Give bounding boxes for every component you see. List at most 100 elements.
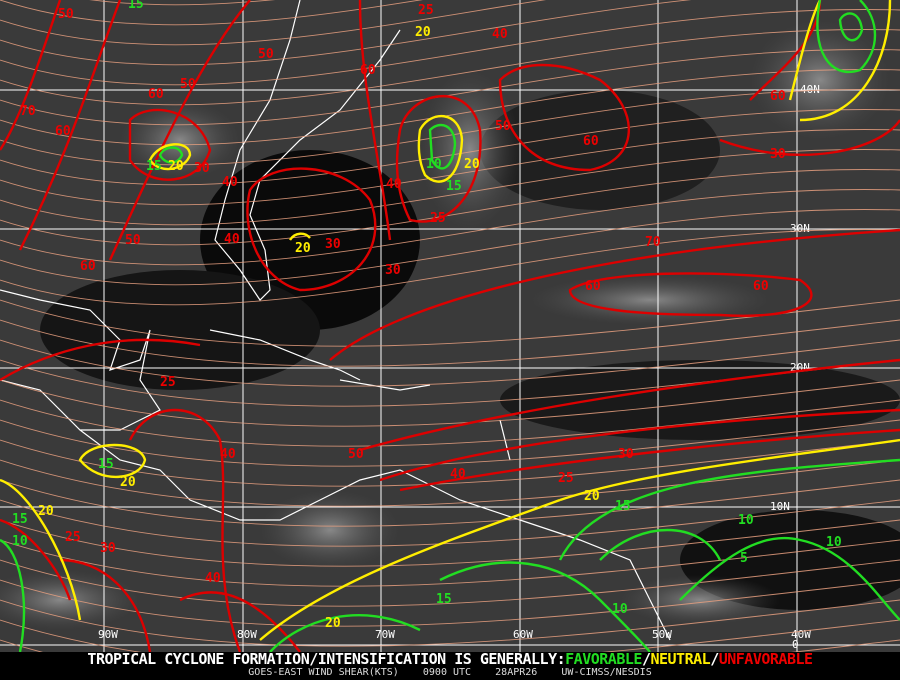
contour-label: 10	[426, 157, 442, 172]
streamline	[0, 579, 900, 627]
streamline	[0, 229, 900, 306]
legend-separator: /	[710, 650, 719, 668]
favorable-contours	[0, 0, 900, 652]
streamline	[0, 129, 900, 206]
streamline	[0, 299, 900, 347]
streamline	[0, 339, 900, 387]
contour-label: 15	[446, 179, 462, 194]
contour-label: 60	[770, 89, 786, 104]
streamline	[0, 399, 900, 447]
contour-label: 60	[80, 259, 96, 274]
contour-label: 60	[583, 134, 599, 149]
lon-label: 50W	[652, 628, 672, 641]
contour-label: 10	[12, 534, 28, 549]
streamline	[0, 149, 900, 226]
streamline	[90, 0, 275, 6]
contour-label: 30	[194, 161, 210, 176]
contour-label: 40	[224, 232, 240, 247]
product-credit: UW-CIMSS/NESDIS	[561, 667, 652, 678]
streamline	[0, 69, 900, 146]
streamline	[0, 619, 900, 652]
contour-label: 60	[55, 124, 71, 139]
us-east-coast	[214, 0, 401, 301]
legend-neutral: NEUTRAL	[650, 650, 711, 668]
product-date: 28APR26	[495, 667, 538, 678]
contour-label: 25	[65, 530, 81, 545]
contour-label: 10	[826, 535, 842, 550]
contour-label: 30	[100, 541, 116, 556]
lon-label: 80W	[237, 628, 257, 641]
lat-label: 40N	[800, 83, 820, 96]
streamline	[0, 89, 900, 166]
streamline	[0, 459, 900, 507]
contour-label: 50	[258, 47, 274, 62]
legend-unfavorable: UNFAVORABLE	[718, 650, 813, 668]
contour-label: 20	[415, 25, 431, 40]
streamline	[0, 539, 900, 587]
streamline	[0, 599, 900, 647]
legend-line: TROPICAL CYCLONE FORMATION/INTENSIFICATI…	[0, 652, 900, 667]
map-canvas: 90W 80W 70W 60W 50W 40W 40N 30N 20N 10N …	[0, 0, 900, 652]
contour-label: 25	[430, 211, 446, 226]
streamline	[0, 559, 900, 607]
lon-label: 70W	[375, 628, 395, 641]
streamline	[0, 479, 900, 527]
contour-label: 30	[618, 447, 634, 462]
contour-label: 70	[20, 104, 36, 119]
contour-label: 25	[418, 3, 434, 18]
lon-label: 60W	[513, 628, 533, 641]
streamline	[0, 49, 900, 126]
contour-label: 40	[386, 177, 402, 192]
contour-label: 20	[168, 159, 184, 174]
contour-label: 40	[222, 175, 238, 190]
contour-label: 15	[436, 592, 452, 607]
contour-label: 30	[385, 263, 401, 278]
contour-label: 15	[146, 159, 162, 174]
contour-label: 20	[120, 475, 136, 490]
contour-label: 20	[325, 616, 341, 631]
lat-lon-grid	[0, 0, 900, 652]
streamline	[0, 29, 900, 106]
streamline	[0, 419, 900, 467]
streamline	[0, 319, 900, 367]
contour-label: 50	[348, 447, 364, 462]
lon-label: 40W	[791, 628, 811, 641]
contour-label: 20	[584, 489, 600, 504]
contour-label: 15	[128, 0, 144, 12]
contour-label: 50	[495, 119, 511, 134]
streamline	[0, 499, 900, 547]
contour-label: 70	[645, 235, 661, 250]
contour-label: 20	[464, 157, 480, 172]
legend-separator: /	[641, 650, 651, 668]
legend-footer: TROPICAL CYCLONE FORMATION/INTENSIFICATI…	[0, 652, 900, 680]
streamline	[0, 0, 546, 46]
contour-label: 30	[325, 237, 341, 252]
contour-label: 60	[360, 63, 376, 78]
water-vapor-imagery	[0, 20, 900, 630]
contour-label: 10	[738, 513, 754, 528]
product-info: GOES-EAST WIND SHEAR(KTS) 0900 UTC 28APR…	[0, 667, 900, 679]
streamline	[0, 439, 900, 487]
lon-label: 90W	[98, 628, 118, 641]
shear-contours	[0, 0, 900, 652]
streamline	[0, 379, 900, 427]
neutral-contours	[0, 0, 900, 641]
streamline	[0, 209, 900, 286]
contour-label: 40	[450, 467, 466, 482]
lat-label: 0	[792, 638, 799, 651]
streamline	[0, 519, 900, 567]
contour-label: 20	[295, 241, 311, 256]
streamline	[0, 189, 900, 266]
contour-label: 15	[12, 512, 28, 527]
contour-label: 40	[492, 27, 508, 42]
contour-label: 50	[58, 7, 74, 22]
lat-label: 30N	[790, 222, 810, 235]
contour-label: 50	[180, 77, 196, 92]
contour-label: 25	[160, 375, 176, 390]
contour-label: 40	[205, 571, 221, 586]
contour-label: 60	[148, 87, 164, 102]
streamline	[0, 9, 900, 86]
lat-label: 10N	[770, 500, 790, 513]
